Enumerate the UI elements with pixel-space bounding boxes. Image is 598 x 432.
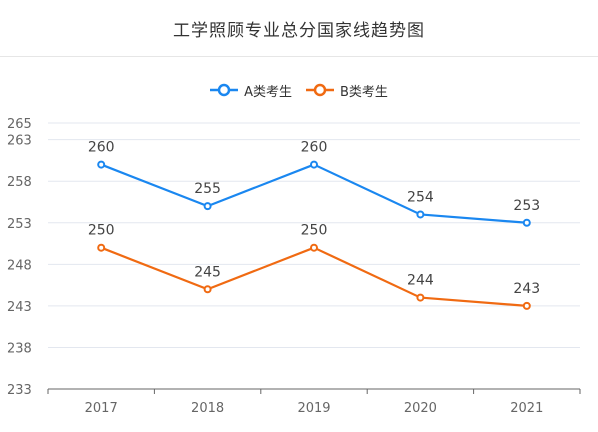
y-tick-label-258: 258 [7, 175, 32, 190]
y-tick-label-263: 263 [7, 134, 32, 149]
series-0-point-2019 [310, 160, 318, 169]
y-tick-label-265: 265 [7, 117, 32, 132]
y-tick-label-243: 243 [7, 300, 32, 315]
series-0-point-2020 [416, 210, 425, 219]
series-0-point-2018 [203, 202, 212, 211]
x-tick-label-2020: 2020 [404, 401, 437, 416]
chart-title: 工学照顾专业总分国家线趋势图 [173, 20, 425, 41]
series-1-data-label-2019: 250 [301, 223, 328, 239]
y-tick-label-248: 248 [7, 258, 32, 273]
series-1-point-2017 [97, 243, 106, 252]
legend-label-b: B类考生 [339, 84, 388, 100]
legend: A类考生 B类考生 [0, 79, 598, 101]
series-1-data-label-2020: 244 [407, 273, 434, 289]
series-0-point-2021 [522, 218, 531, 227]
series-1-point-2020 [416, 293, 425, 302]
series-0-data-label-2020: 254 [407, 189, 434, 205]
legend-a-line-circle-icon [210, 83, 239, 97]
legend-item-b[interactable]: B类考生 [305, 81, 388, 100]
series-1-point-2018 [203, 285, 212, 294]
series-line-0 [100, 163, 527, 224]
series-1-data-label-2017: 250 [88, 223, 115, 239]
series-0-data-label-2021: 253 [513, 198, 540, 214]
legend-label-a: A类考生 [244, 84, 292, 100]
x-tick-label-2017: 2017 [85, 401, 118, 416]
x-tick-label-2021: 2021 [510, 401, 543, 416]
series-0-point-2017 [97, 160, 106, 169]
series-1-point-2019 [310, 243, 318, 252]
legend-b-line-circle-icon [305, 83, 334, 97]
series-line-1 [100, 246, 527, 307]
series-1-data-label-2018: 245 [194, 264, 221, 280]
series-0-data-label-2019: 260 [301, 140, 328, 156]
series-1-data-label-2021: 243 [513, 281, 540, 297]
series-1-point-2021 [522, 301, 531, 310]
x-tick-label-2018: 2018 [191, 401, 224, 416]
legend-item-a[interactable]: A类考生 [210, 81, 292, 100]
y-tick-label-238: 238 [7, 341, 32, 356]
y-tick-label-253: 253 [7, 217, 32, 232]
y-tick-label-233: 233 [7, 383, 32, 398]
series-0-data-label-2017: 260 [88, 140, 115, 156]
x-tick-label-2019: 2019 [297, 401, 330, 416]
title-bar: 工学照顾专业总分国家线趋势图 [0, 0, 598, 57]
series-0-data-label-2018: 255 [194, 181, 221, 197]
